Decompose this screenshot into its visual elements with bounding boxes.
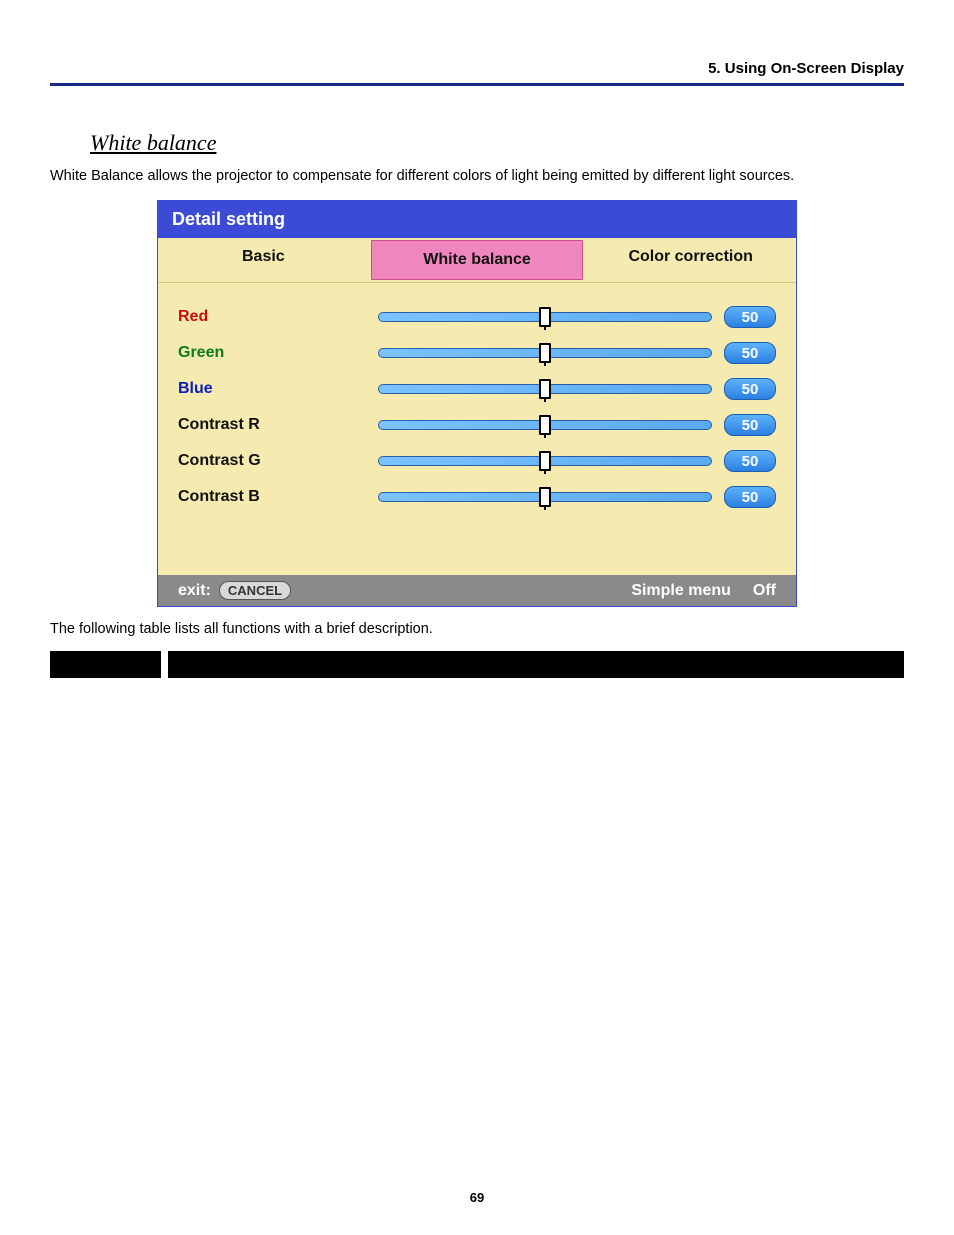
slider-row-contrast-b: Contrast B 50 (178, 479, 776, 515)
section-title: White balance (90, 130, 904, 156)
osd-title: Detail setting (158, 201, 796, 238)
section-intro: White Balance allows the projector to co… (50, 168, 904, 184)
slider-thumb[interactable] (539, 487, 551, 507)
slider-track[interactable] (378, 420, 712, 430)
tab-basic[interactable]: Basic (158, 238, 369, 282)
slider-track[interactable] (378, 312, 712, 322)
slider-row-contrast-g: Contrast G 50 (178, 443, 776, 479)
page-number: 69 (470, 1190, 484, 1205)
slider-label: Blue (178, 380, 378, 398)
slider-thumb[interactable] (539, 415, 551, 435)
functions-table (50, 651, 904, 678)
slider-row-blue: Blue 50 (178, 371, 776, 407)
table-header-col2 (169, 652, 904, 678)
slider-track[interactable] (378, 348, 712, 358)
slider-thumb[interactable] (539, 343, 551, 363)
simple-menu-label: Simple menu (631, 582, 731, 600)
osd-footer: exit: CANCEL Simple menu Off (158, 575, 796, 606)
slider-value: 50 (724, 450, 776, 472)
slider-row-green: Green 50 (178, 335, 776, 371)
slider-label: Contrast G (178, 452, 378, 470)
chapter-header: 5. Using On-Screen Display (50, 60, 904, 86)
slider-label: Red (178, 308, 378, 326)
slider-track[interactable] (378, 384, 712, 394)
slider-row-red: Red 50 (178, 299, 776, 335)
slider-value: 50 (724, 414, 776, 436)
slider-label: Green (178, 344, 378, 362)
cancel-button[interactable]: CANCEL (219, 581, 291, 600)
slider-track[interactable] (378, 492, 712, 502)
slider-label: Contrast B (178, 488, 378, 506)
exit-label: exit: (178, 582, 211, 600)
slider-value: 50 (724, 378, 776, 400)
tab-white-balance[interactable]: White balance (371, 240, 584, 280)
slider-value: 50 (724, 486, 776, 508)
osd-body: Red50Green50Blue50Contrast R50Contrast G… (158, 283, 796, 575)
table-header-col1 (51, 652, 161, 678)
simple-menu-value: Off (753, 582, 776, 600)
slider-value: 50 (724, 306, 776, 328)
osd-panel: Detail setting BasicWhite balanceColor c… (157, 200, 797, 607)
slider-track[interactable] (378, 456, 712, 466)
tab-color-correction[interactable]: Color correction (585, 238, 796, 282)
slider-thumb[interactable] (539, 451, 551, 471)
post-text: The following table lists all functions … (50, 621, 904, 637)
slider-thumb[interactable] (539, 307, 551, 327)
slider-value: 50 (724, 342, 776, 364)
slider-label: Contrast R (178, 416, 378, 434)
slider-row-contrast-r: Contrast R 50 (178, 407, 776, 443)
osd-tabs: BasicWhite balanceColor correction (158, 238, 796, 283)
slider-thumb[interactable] (539, 379, 551, 399)
